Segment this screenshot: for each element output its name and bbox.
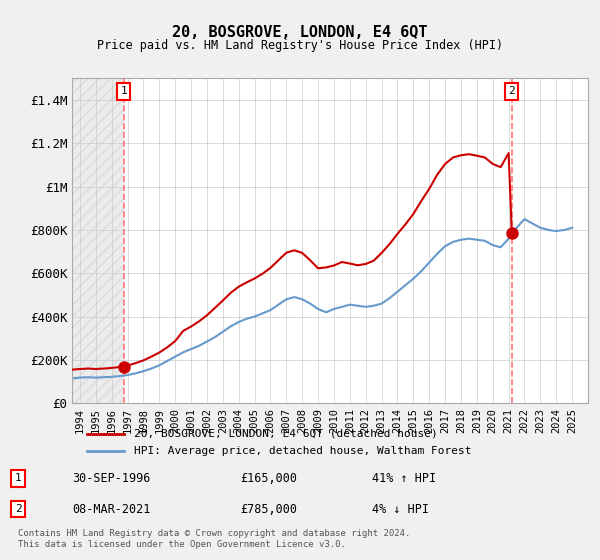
Text: £165,000: £165,000 (240, 472, 297, 485)
Text: 4% ↓ HPI: 4% ↓ HPI (372, 503, 429, 516)
Text: Price paid vs. HM Land Registry's House Price Index (HPI): Price paid vs. HM Land Registry's House … (97, 39, 503, 52)
Text: 2: 2 (508, 86, 515, 96)
Text: 1: 1 (120, 86, 127, 96)
Text: 08-MAR-2021: 08-MAR-2021 (72, 503, 151, 516)
Text: Contains HM Land Registry data © Crown copyright and database right 2024.
This d: Contains HM Land Registry data © Crown c… (18, 529, 410, 549)
Text: HPI: Average price, detached house, Waltham Forest: HPI: Average price, detached house, Walt… (134, 446, 472, 456)
Text: 30-SEP-1996: 30-SEP-1996 (72, 472, 151, 485)
Text: 1: 1 (14, 473, 22, 483)
Text: £785,000: £785,000 (240, 503, 297, 516)
Text: 20, BOSGROVE, LONDON, E4 6QT (detached house): 20, BOSGROVE, LONDON, E4 6QT (detached h… (134, 429, 437, 439)
Text: 2: 2 (14, 504, 22, 514)
Text: 20, BOSGROVE, LONDON, E4 6QT: 20, BOSGROVE, LONDON, E4 6QT (172, 25, 428, 40)
Text: 41% ↑ HPI: 41% ↑ HPI (372, 472, 436, 485)
Bar (72, 78, 124, 403)
